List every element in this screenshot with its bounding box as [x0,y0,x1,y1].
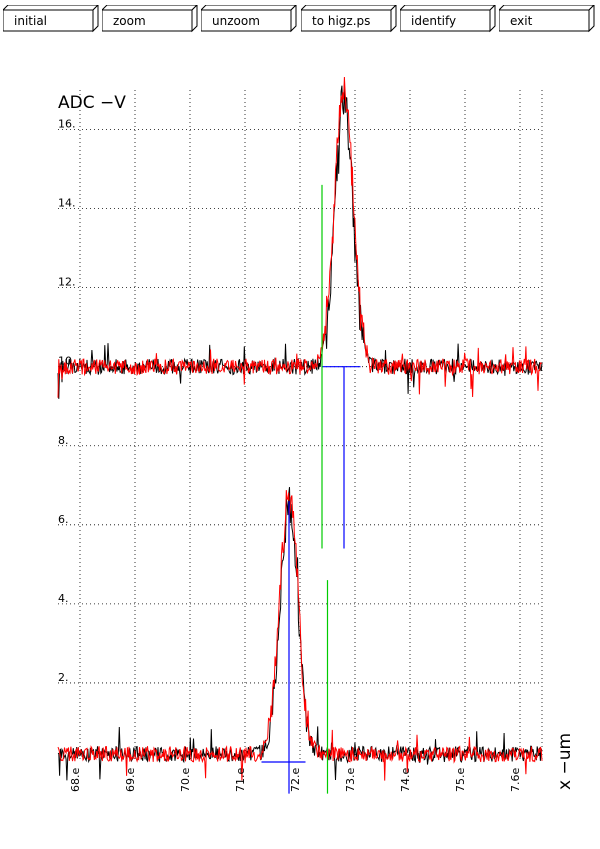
toolbar: initial zoom unzoom to higz.ps identify … [0,0,600,40]
x-tick-label: 71.e [234,768,247,792]
y-tick-label: 14. [58,197,76,210]
zoom-button-label: zoom [113,14,146,28]
series-trace-lower [57,487,543,781]
x-tick-label: 74.e [399,768,412,792]
y-tick-label: 6. [58,513,69,526]
identify-button-label: identify [411,14,457,28]
to-higz-ps-button-label: to higz.ps [312,14,371,28]
y-tick-label: 16. [58,118,76,131]
x-tick-label: 68.e [69,768,82,792]
y-tick-label: 2. [58,671,69,684]
x-tick-label: 69.e [124,768,137,792]
initial-button-label: initial [14,14,47,28]
grid [58,90,543,762]
traces [57,76,543,781]
y-axis-label: ADC −V [58,93,126,113]
x-tick-label: 7.6e [509,768,522,792]
x-tick-label: 75.e [454,768,467,792]
series-trace-lower [57,490,543,781]
series-trace-upper [57,76,542,398]
markers [261,184,361,794]
x-tick-label: 70.e [179,768,192,792]
zoom-button[interactable]: zoom [102,5,198,33]
series-trace-upper [57,84,543,399]
initial-button[interactable]: initial [3,5,99,33]
exit-button[interactable]: exit [499,5,595,33]
exit-button-label: exit [510,14,533,28]
y-tick-labels: 2. 4. 6. 8. 10. 12. 14. 16. [58,118,76,684]
x-tick-label: 72.e [289,768,302,792]
y-tick-label: 10. [58,355,76,368]
x-axis-label: x −um [555,733,575,790]
identify-button[interactable]: identify [400,5,496,33]
x-tick-labels: 68.e 69.e 70.e 71.e 72.e 73.e 74.e 75.e 7.6e [69,768,522,792]
unzoom-button-label: unzoom [212,14,260,28]
unzoom-button[interactable]: unzoom [201,5,297,33]
y-tick-label: 4. [58,592,69,605]
x-tick-label: 73.e [344,768,357,792]
y-tick-label: 8. [58,434,69,447]
y-tick-label: 12. [58,276,76,289]
to-higz-ps-button[interactable]: to higz.ps [301,5,397,33]
